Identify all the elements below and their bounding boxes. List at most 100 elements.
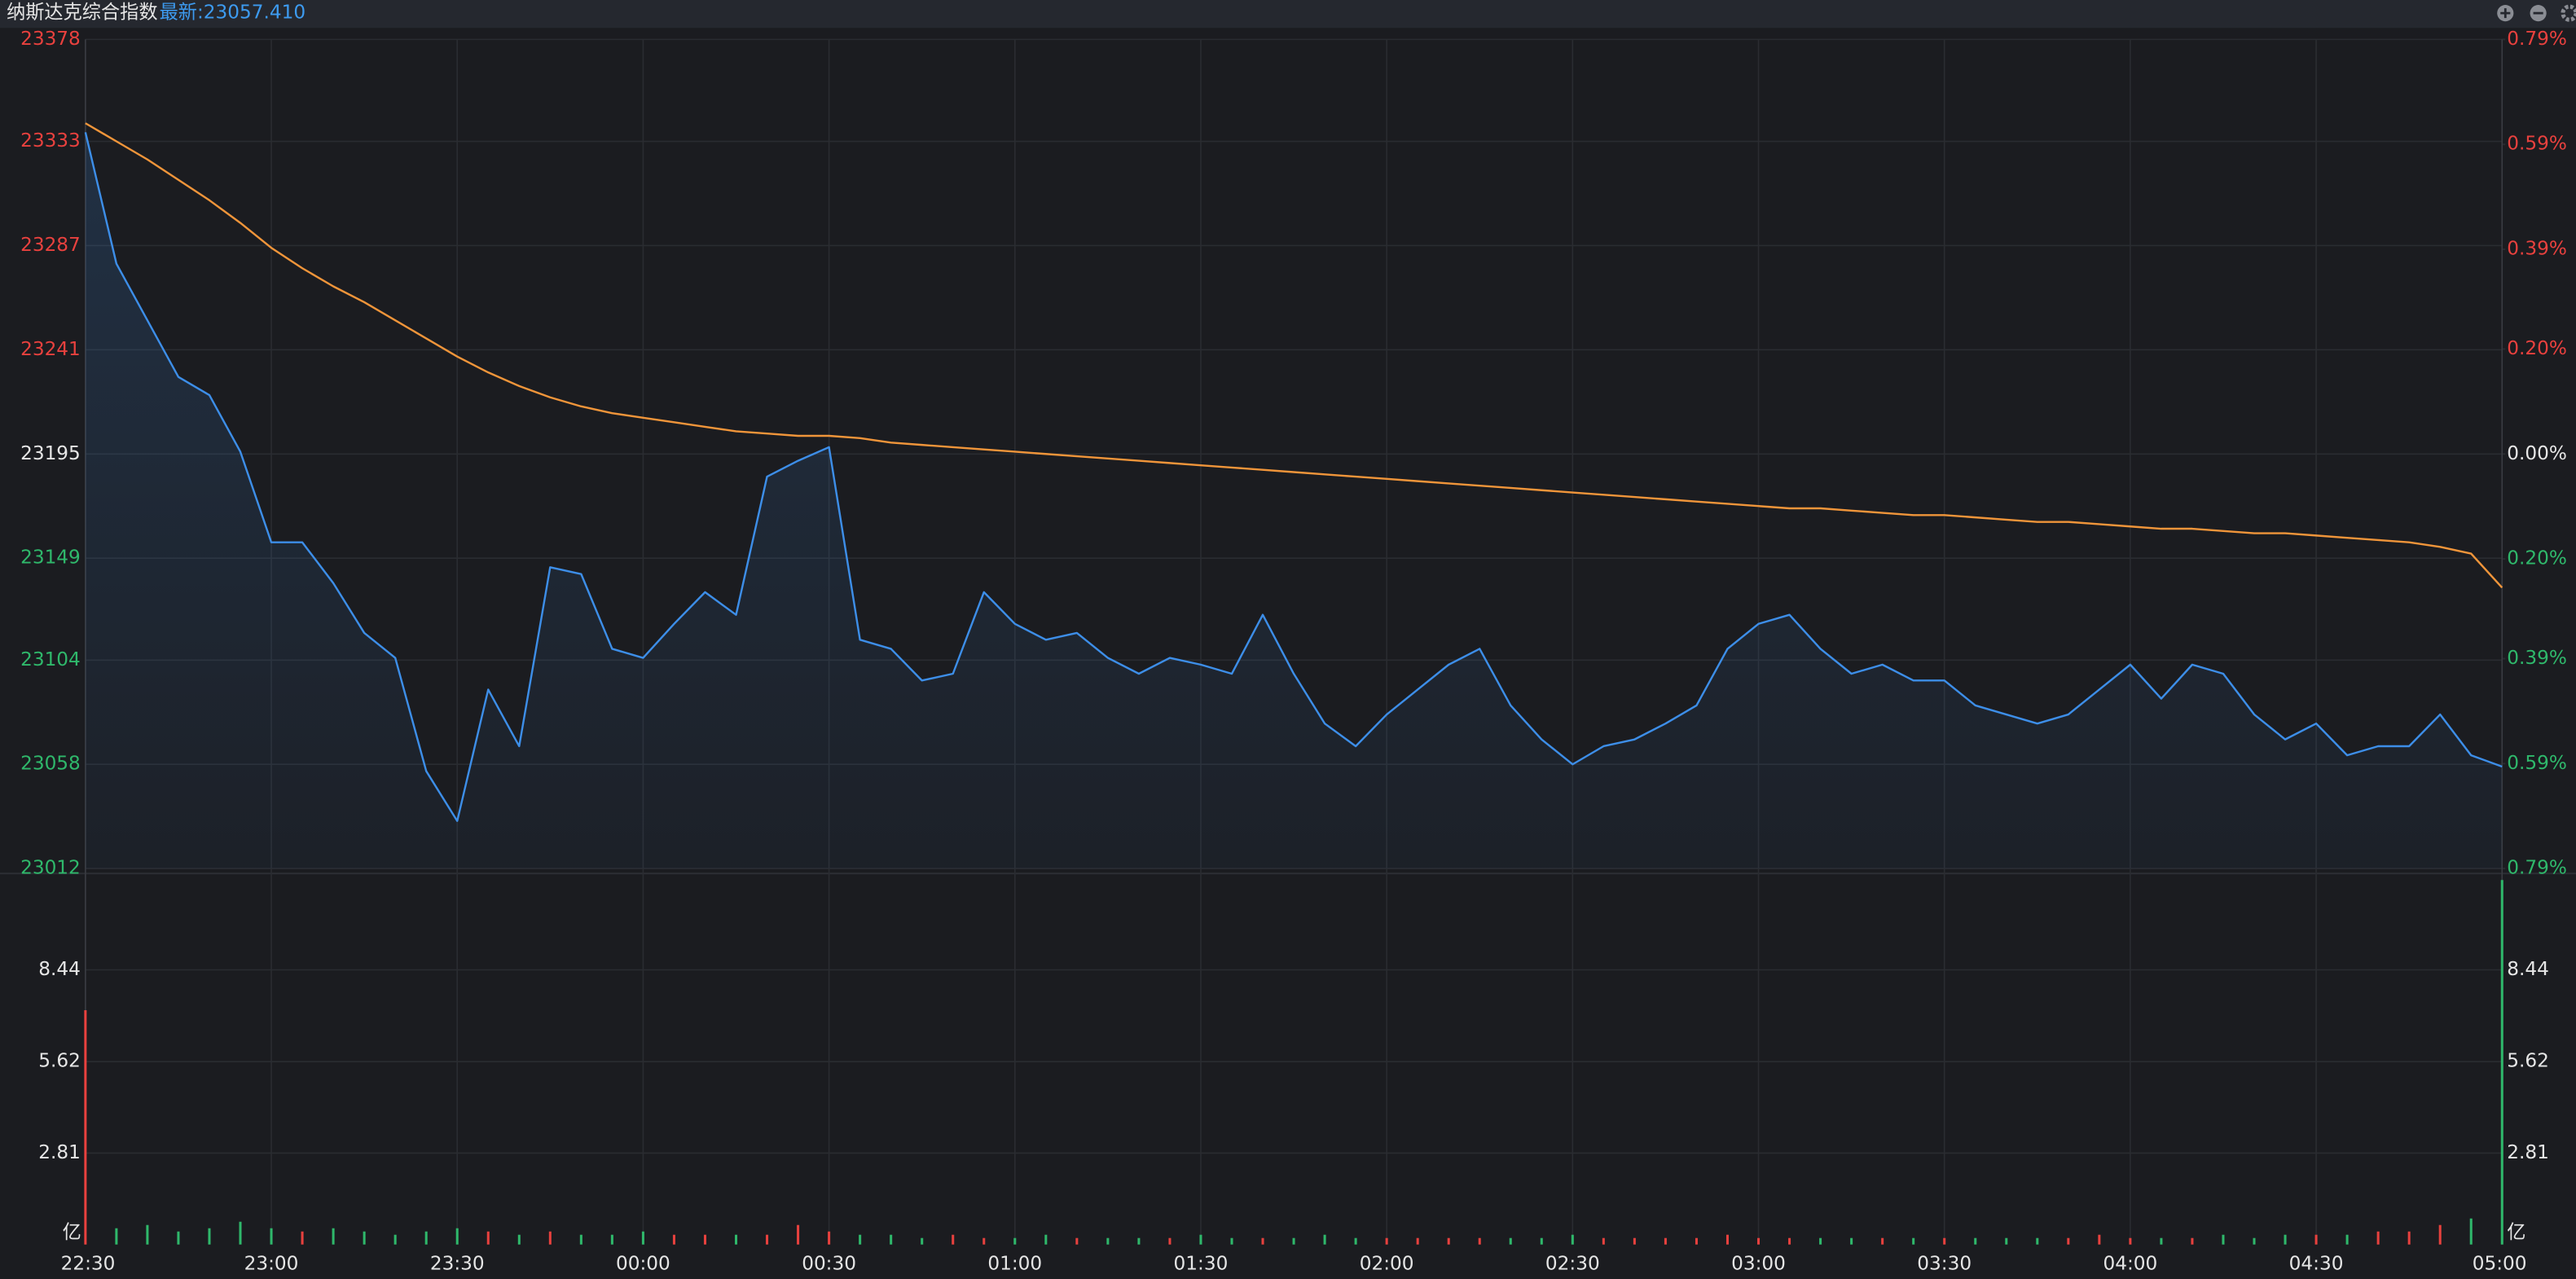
volume-bar (1044, 1234, 1048, 1245)
volume-bar (363, 1231, 366, 1245)
y-tick-label: 23058 (20, 753, 81, 775)
x-tick-label: 23:30 (430, 1252, 485, 1274)
volume-bar (703, 1234, 706, 1245)
y-tick-label: 23149 (20, 547, 81, 569)
volume-bar (424, 1231, 428, 1245)
volume-bar (1757, 1237, 1761, 1245)
x-tick-label: 02:00 (1360, 1252, 1414, 1274)
volume-bar (766, 1234, 769, 1245)
volume-bar (610, 1234, 613, 1245)
y-tick-label: 23195 (20, 442, 81, 464)
y2-tick-label: 0.20% (2507, 337, 2567, 359)
volume-bar (1881, 1237, 1884, 1245)
y2-tick-label: 0.59% (2507, 752, 2567, 774)
volume-unit: 亿 (2507, 1221, 2525, 1243)
chart-title: 纳斯达克综合指数 (7, 2, 157, 24)
volume-bar (2469, 1218, 2473, 1245)
volume-bar (1385, 1237, 1388, 1245)
volume-bar (1416, 1237, 1419, 1245)
volume-bar (2438, 1224, 2442, 1245)
volume-bar (641, 1231, 644, 1245)
volume-bar (2314, 1234, 2318, 1245)
volume-bar (1106, 1237, 1110, 1245)
volume-tick-label: 2.81 (2507, 1141, 2549, 1163)
volume-tick-label: 5.62 (38, 1050, 81, 1072)
x-tick-label: 01:00 (987, 1252, 1042, 1274)
volume-bar (1695, 1237, 1698, 1245)
volume-bar (517, 1234, 521, 1245)
volume-bar (2345, 1234, 2349, 1245)
x-tick-label: 02:30 (1545, 1252, 1600, 1274)
x-tick-label: 03:00 (1731, 1252, 1786, 1274)
volume-bar (208, 1228, 211, 1245)
volume-bar (2098, 1234, 2101, 1245)
volume-bar (1540, 1237, 1543, 1245)
volume-bar (2376, 1231, 2380, 1245)
volume-bar (548, 1231, 552, 1245)
volume-bar (1354, 1237, 1357, 1245)
volume-bar (115, 1228, 118, 1245)
volume-bar (1509, 1237, 1512, 1245)
volume-bar (1819, 1237, 1822, 1245)
volume-bar (2067, 1237, 2070, 1245)
volume-bar (890, 1234, 893, 1245)
volume-bar (797, 1224, 800, 1245)
volume-bar (1168, 1237, 1172, 1245)
y-tick-label: 23104 (20, 648, 81, 670)
volume-bar (2160, 1237, 2163, 1245)
volume-bar (2500, 880, 2503, 1245)
volume-bar (1912, 1237, 1915, 1245)
y2-tick-label: 0.79% (2507, 28, 2567, 50)
x-tick-label: 00:00 (616, 1252, 670, 1274)
y2-tick-label: 0.79% (2507, 857, 2567, 879)
y2-tick-label: 0.39% (2507, 238, 2567, 260)
volume-bar (84, 1010, 87, 1245)
volume-bar (2284, 1234, 2287, 1245)
volume-bar (2407, 1231, 2411, 1245)
volume-bar (2191, 1237, 2194, 1245)
volume-bar (332, 1228, 335, 1245)
average-line (85, 122, 2503, 589)
volume-bar (1137, 1237, 1141, 1245)
volume-bar (393, 1234, 397, 1245)
x-tick-label: 00:30 (802, 1252, 856, 1274)
volume-bar (1075, 1237, 1079, 1245)
volume-bar (1725, 1234, 1729, 1245)
volume-bar (1571, 1234, 1574, 1245)
y-tick-label: 23378 (20, 28, 81, 50)
volume-bar (1323, 1234, 1326, 1245)
volume-bar (1974, 1237, 1977, 1245)
volume-bar (1788, 1237, 1791, 1245)
y2-tick-label: 0.00% (2507, 442, 2567, 464)
x-tick-label: 22:30 (61, 1252, 116, 1274)
volume-bar (239, 1221, 242, 1245)
volume-bar (734, 1234, 738, 1245)
x-tick-label: 01:30 (1174, 1252, 1229, 1274)
y2-tick-label: 0.59% (2507, 133, 2567, 155)
volume-tick-label: 8.44 (38, 958, 81, 980)
volume-bar (2005, 1237, 2008, 1245)
volume-bar (672, 1234, 675, 1245)
volume-bar (1633, 1237, 1636, 1245)
volume-bar (177, 1231, 180, 1245)
y-tick-label: 23333 (20, 130, 81, 152)
volume-bar (270, 1228, 273, 1245)
volume-bar (1199, 1234, 1202, 1245)
volume-bar (1292, 1237, 1295, 1245)
volume-bar (859, 1234, 862, 1245)
volume-bar (2222, 1234, 2225, 1245)
volume-bar (455, 1228, 459, 1245)
y2-tick-label: 0.20% (2507, 547, 2567, 569)
volume-bar (1261, 1237, 1264, 1245)
volume-bar (1230, 1237, 1233, 1245)
volume-bar (1478, 1237, 1481, 1245)
volume-bar (982, 1237, 986, 1245)
volume-bar (579, 1234, 582, 1245)
x-tick-label: 23:00 (244, 1252, 299, 1274)
price-line (84, 132, 2503, 822)
y-tick-label: 23241 (20, 338, 81, 360)
volume-bar (2129, 1237, 2132, 1245)
volume-bar (1602, 1237, 1605, 1245)
